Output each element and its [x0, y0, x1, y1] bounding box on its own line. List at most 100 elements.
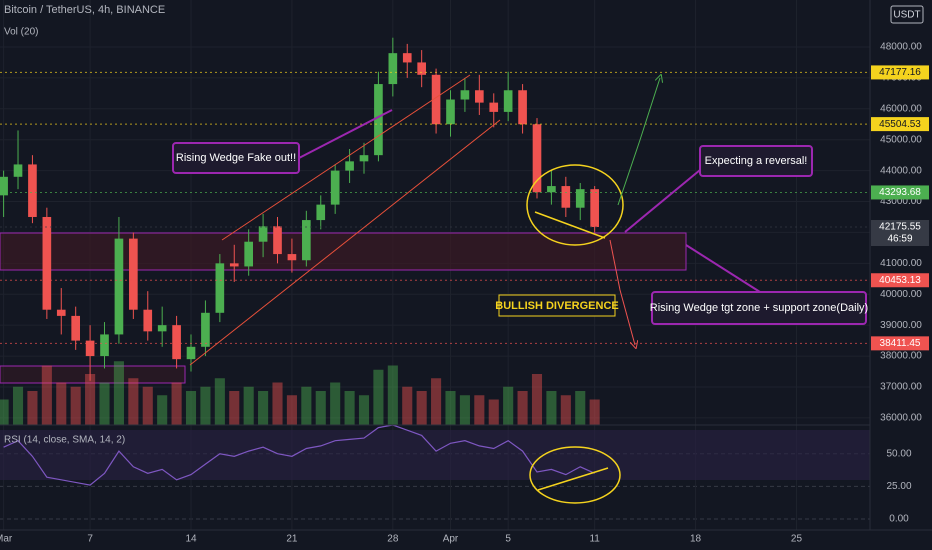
candle-body: [143, 309, 153, 332]
candle-body: [330, 170, 340, 205]
candle-body: [518, 90, 527, 125]
volume-bar: [142, 386, 153, 425]
volume-bar: [402, 386, 413, 425]
y-tick-label: 43000.00: [880, 196, 922, 207]
x-tick-label: 18: [690, 534, 702, 545]
note: BULLISH DIVERGENCE: [495, 300, 618, 312]
level-label: 43293.68: [879, 187, 921, 198]
volume-bar: [546, 391, 557, 425]
arrow-up: [617, 78, 660, 206]
candle-body: [402, 53, 412, 63]
candle-body: [157, 325, 167, 332]
volume-bar: [531, 374, 543, 425]
y-tick-label: 46000.00: [880, 103, 922, 114]
candle-body: [475, 90, 484, 103]
candle-body: [489, 102, 499, 112]
candle-body: [172, 325, 181, 360]
note: Rising Wedge tgt zone + support zone(Dai…: [650, 302, 868, 314]
candle-body: [215, 263, 225, 313]
note: Expecting a reversal!: [705, 155, 808, 167]
rsi-line: [3, 424, 595, 486]
currency[interactable]: USDT: [893, 10, 920, 21]
volume-bar: [459, 395, 470, 425]
divergence-line: [537, 467, 609, 491]
rsi-tick-label: 0.00: [889, 514, 909, 525]
candle-body: [186, 346, 196, 360]
volume-bar: [214, 378, 225, 425]
candle-body: [532, 124, 542, 193]
volume-bar: [185, 391, 197, 425]
candle-body: [316, 204, 326, 221]
volume-bar: [488, 399, 499, 425]
level-tag: [871, 220, 929, 247]
countdown: 46:59: [887, 234, 912, 245]
support-zone: [0, 232, 687, 271]
volume-bar: [445, 391, 456, 425]
candle-body: [460, 90, 470, 100]
x-tick-label: Apr: [443, 534, 459, 545]
candle-body: [114, 238, 124, 335]
volume-bar: [0, 399, 9, 425]
candle-body: [244, 241, 253, 267]
connector: [298, 109, 393, 159]
candle-body: [0, 176, 8, 196]
volume-bar: [243, 386, 254, 425]
candle-body: [503, 90, 513, 112]
candle-body: [359, 155, 369, 162]
volume-bar: [70, 386, 81, 425]
candle-body: [85, 340, 95, 357]
volume-bar: [315, 391, 326, 425]
level-tag: [871, 65, 929, 80]
x-tick-label: Mar: [0, 534, 13, 545]
candle-body: [129, 238, 138, 310]
volume-bar: [431, 378, 442, 425]
candle-body: [374, 84, 383, 156]
y-tick-label: 37000.00: [880, 382, 922, 393]
currency-box[interactable]: [890, 5, 924, 24]
note: Rising Wedge Fake out!!: [176, 152, 296, 164]
volume-bar: [229, 391, 240, 425]
candle-body: [575, 189, 585, 208]
note-box: [498, 294, 616, 317]
volume-bar: [27, 391, 38, 425]
volume-bar: [272, 382, 283, 425]
candle-body: [13, 164, 23, 177]
volume-bar: [41, 365, 52, 425]
connector: [685, 244, 761, 293]
connector: [624, 169, 701, 233]
level-label: 40453.13: [879, 275, 921, 286]
candle-body: [100, 334, 109, 357]
volume-bar: [171, 382, 182, 425]
level-label: 42175.55: [879, 222, 921, 233]
candle-body: [273, 226, 282, 255]
x-tick-label: 14: [185, 534, 197, 545]
x-tick-label: 11: [589, 534, 600, 545]
x-tick-label: 21: [286, 534, 298, 545]
zone-box: [0, 365, 186, 384]
level-tag: [871, 273, 929, 288]
candle-body: [431, 74, 441, 125]
volume-bar: [99, 382, 110, 425]
candle-body: [547, 186, 556, 193]
volume-bar: [286, 395, 297, 425]
level-tag: [871, 117, 929, 132]
candle-body: [417, 62, 426, 75]
candle-body: [287, 254, 297, 261]
volume-bar: [474, 395, 485, 425]
volume-label: Vol (20): [4, 27, 38, 38]
level-label: 38411.45: [880, 338, 921, 349]
candle-body: [71, 315, 81, 341]
volume-bar: [503, 386, 514, 425]
candle-body: [56, 309, 66, 316]
candle-body: [28, 164, 37, 217]
volume-bar: [373, 369, 384, 425]
candle-body: [229, 263, 239, 267]
x-tick-label: 5: [505, 534, 511, 545]
candle-body: [42, 216, 52, 310]
wedge-lower: [189, 119, 501, 366]
rsi-label: RSI (14, close, SMA, 14, 2): [4, 435, 125, 446]
y-tick-label: 36000.00: [880, 413, 922, 424]
volume-bar: [560, 395, 571, 425]
rsi-tick-label: 50.00: [886, 448, 911, 459]
volume-bar: [301, 386, 312, 425]
